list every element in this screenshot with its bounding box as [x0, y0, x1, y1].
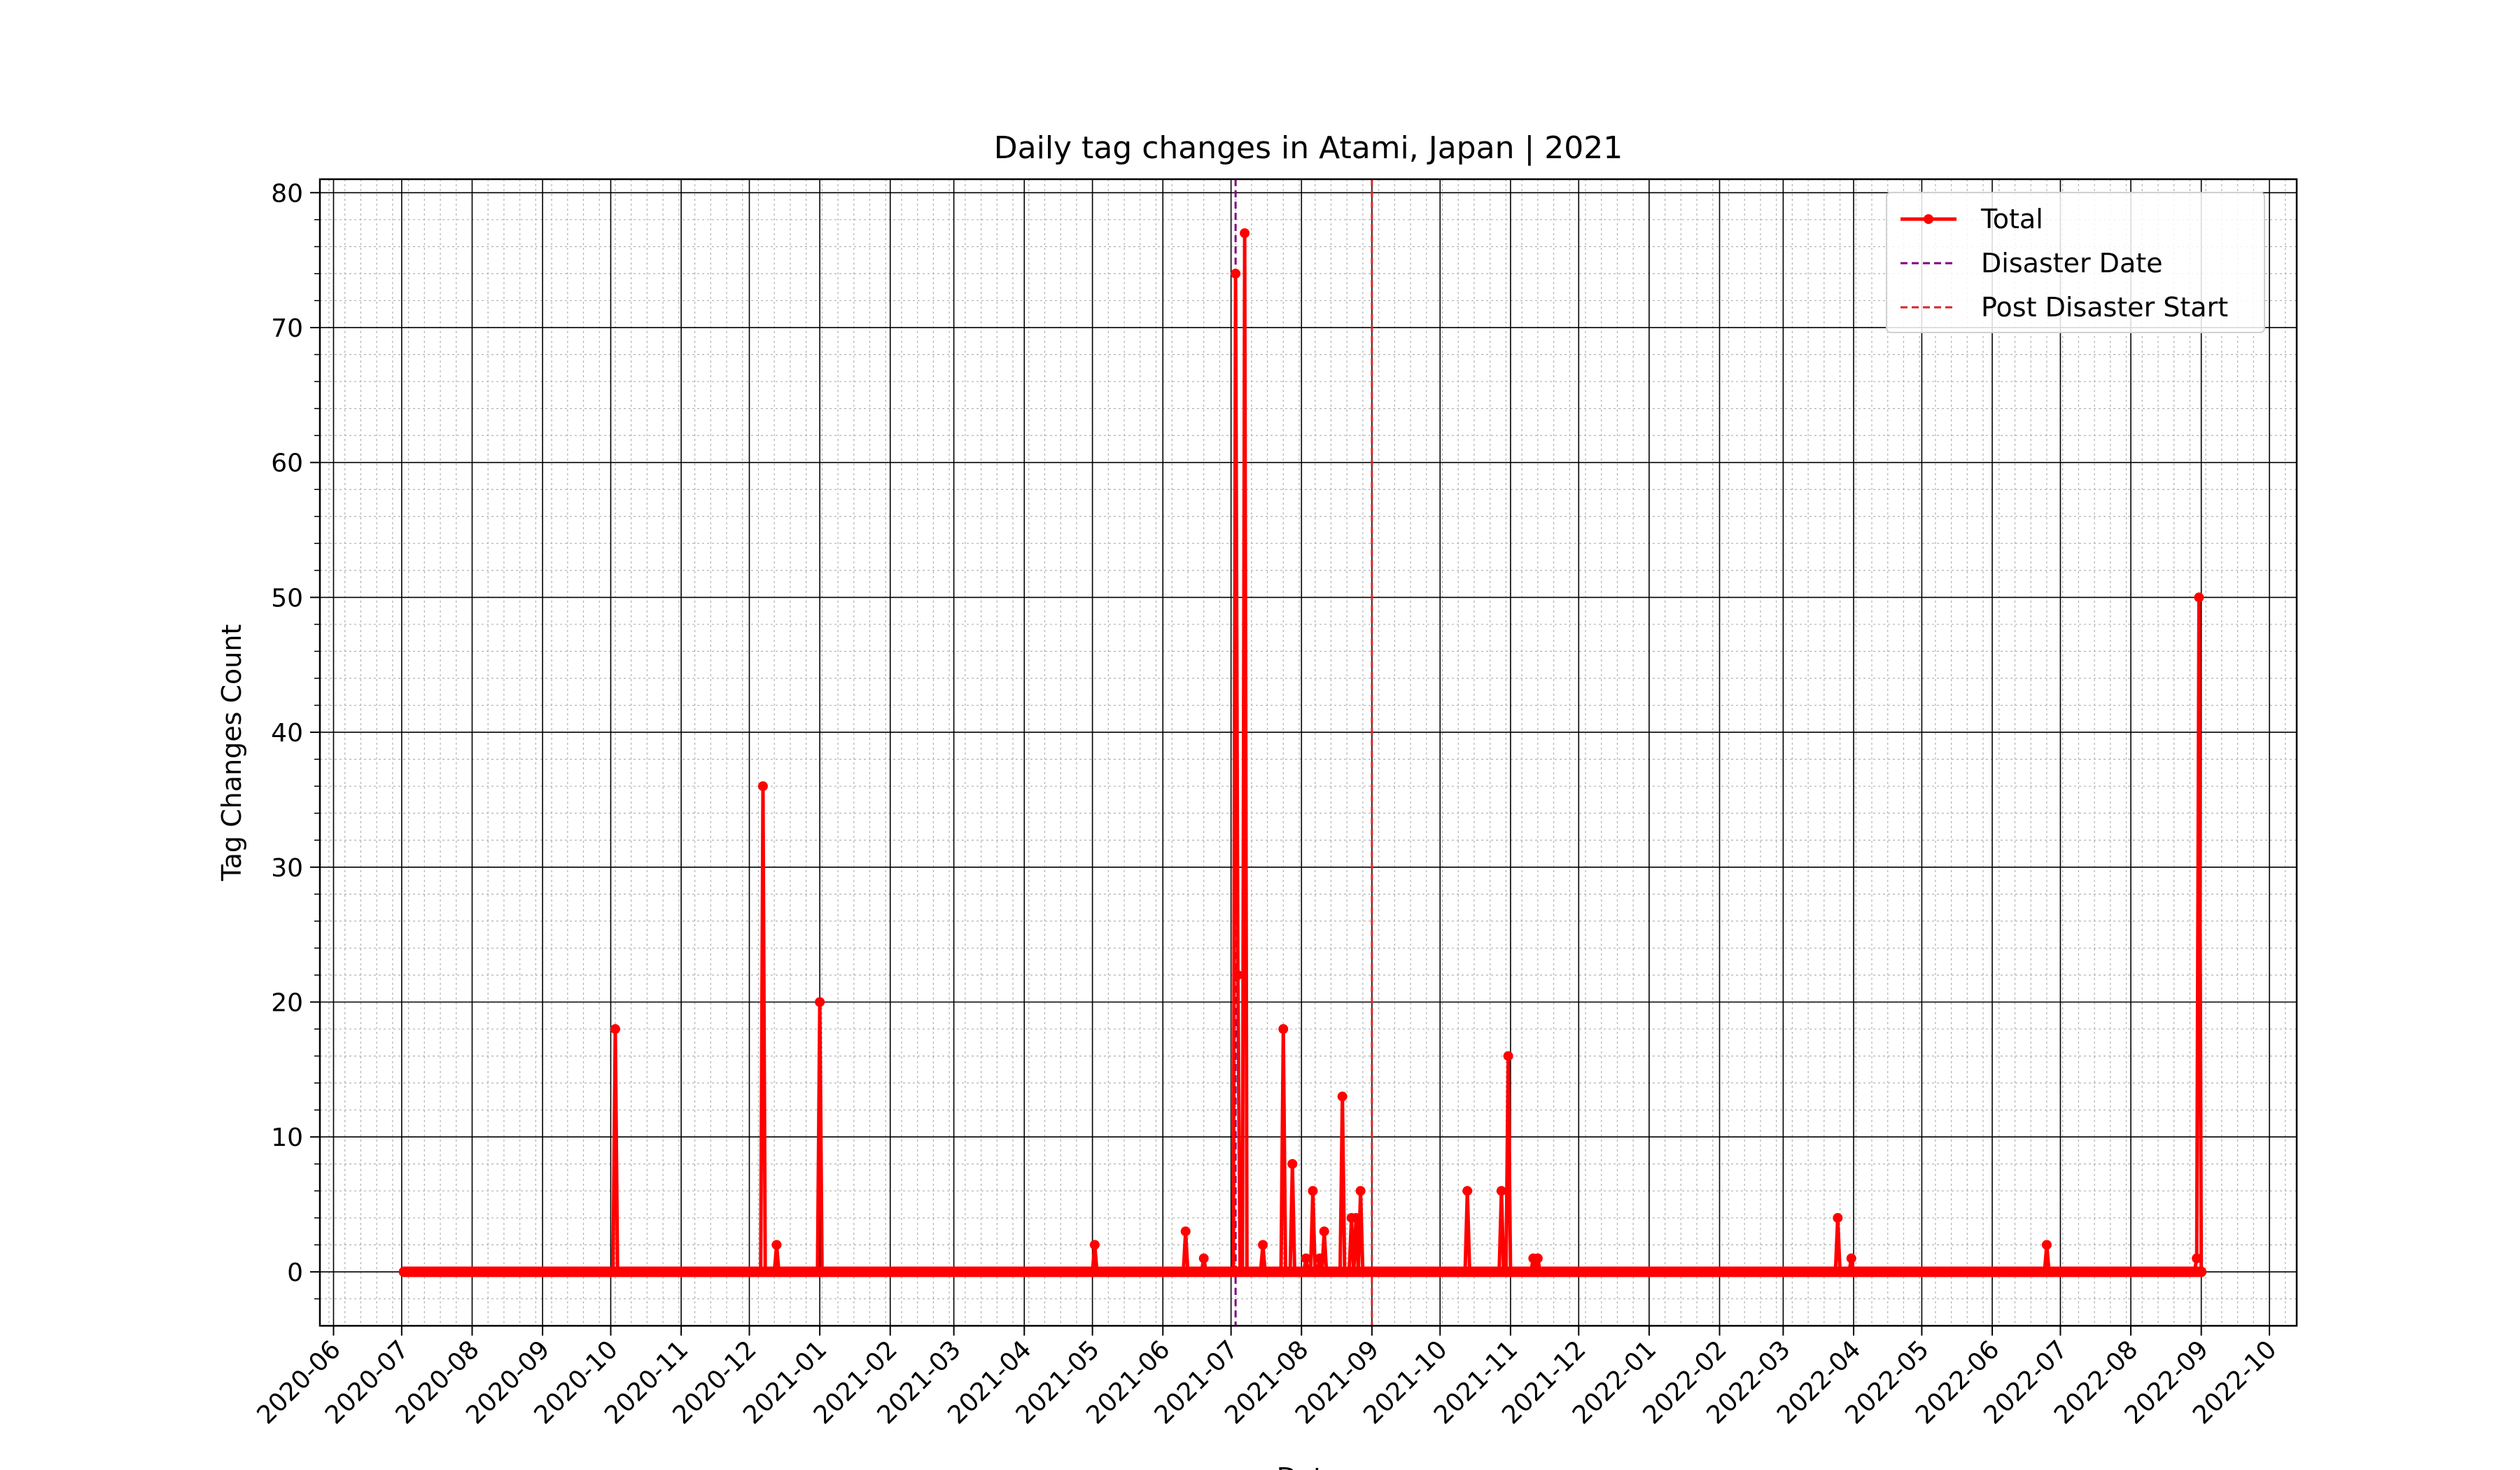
- data-point: [1301, 1253, 1311, 1264]
- data-point: [1180, 1226, 1191, 1237]
- data-point: [1258, 1240, 1268, 1250]
- data-point: [1089, 1240, 1100, 1250]
- legend: Total Disaster Date Post Disaster Start: [1886, 192, 2265, 333]
- data-point: [1319, 1226, 1329, 1237]
- data-point: [2192, 1253, 2202, 1264]
- data-point: [815, 997, 825, 1007]
- x-axis-ticks: 2020-062020-072020-082020-092020-102020-…: [251, 1326, 2282, 1430]
- series-line: [404, 231, 2204, 1274]
- series-total: [398, 228, 2207, 1278]
- legend-label: Total: [1980, 204, 2043, 234]
- y-tick-label: 50: [271, 584, 303, 612]
- data-point: [1496, 1186, 1506, 1196]
- data-point: [1308, 1186, 1318, 1196]
- data-point: [2194, 592, 2204, 603]
- data-point: [1231, 268, 1241, 279]
- chart-title: Daily tag changes in Atami, Japan | 2021: [994, 130, 1623, 166]
- legend-label: Disaster Date: [1981, 248, 2163, 279]
- data-point: [1351, 1212, 1362, 1223]
- legend-label: Post Disaster Start: [1981, 292, 2228, 323]
- y-tick-label: 70: [271, 314, 303, 343]
- data-point: [1233, 969, 1243, 980]
- minor-gridlines: [320, 179, 2297, 1326]
- y-tick-label: 80: [271, 179, 303, 208]
- data-point: [1503, 1051, 1513, 1061]
- data-point: [1462, 1186, 1473, 1196]
- x-axis-label: Date: [1277, 1462, 1340, 1470]
- data-point: [1287, 1158, 1298, 1169]
- data-point: [2041, 1240, 2052, 1250]
- data-point: [1846, 1253, 1856, 1264]
- y-axis-label: Tag Changes Count: [216, 624, 247, 882]
- y-tick-label: 30: [271, 854, 303, 883]
- reference-lines: [1234, 179, 1373, 1326]
- data-point: [1198, 1253, 1209, 1264]
- data-point: [1355, 1186, 1366, 1196]
- plot-frame: [318, 178, 2298, 1327]
- data-point: [771, 1240, 782, 1250]
- data-point: [610, 1024, 620, 1035]
- y-tick-label: 60: [271, 449, 303, 478]
- data-point: [1315, 1253, 1325, 1264]
- data-point: [1240, 228, 1250, 239]
- y-tick-label: 20: [271, 989, 303, 1018]
- data-point: [1833, 1212, 1843, 1223]
- y-tick-label: 40: [271, 719, 303, 748]
- legend-marker-total: [1924, 214, 1933, 224]
- y-tick-label: 0: [287, 1259, 303, 1287]
- data-point: [1337, 1091, 1348, 1102]
- legend-box: [1886, 192, 2265, 333]
- data-point: [1532, 1253, 1543, 1264]
- data-point: [1278, 1024, 1289, 1035]
- data-point: [757, 781, 768, 792]
- y-axis-ticks: 0 10 20 30 40 50 60 70 80: [271, 179, 320, 1300]
- y-tick-label: 10: [271, 1124, 303, 1152]
